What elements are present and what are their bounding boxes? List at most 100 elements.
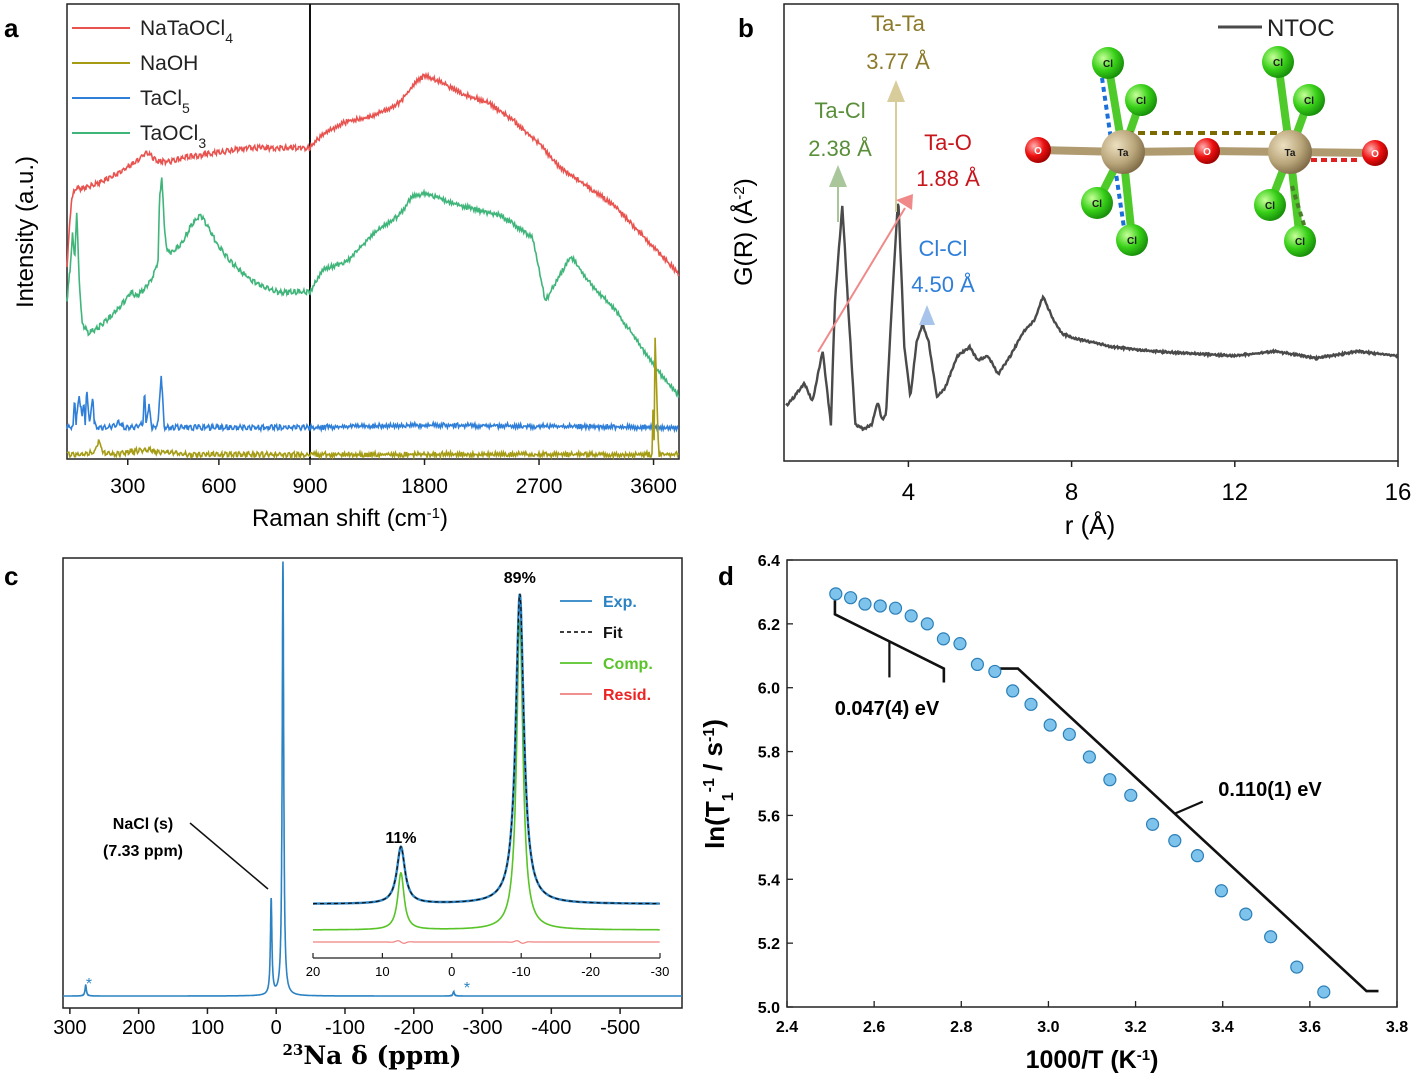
- panel-label-b: b: [738, 13, 754, 43]
- atom-cl-label: Cl: [1304, 96, 1314, 107]
- series-exp: [63, 561, 682, 997]
- xtick-label: 2.8: [950, 1019, 972, 1036]
- atom-ta-right: [1268, 130, 1312, 174]
- xtick-label: 1800: [401, 475, 448, 498]
- panel-b-series: [785, 203, 1399, 432]
- panel-c-legend: Exp. Fit Comp. Resid.: [560, 594, 653, 704]
- arrow-ta-o-shaft: [817, 207, 906, 353]
- data-point: [1317, 985, 1331, 999]
- atom-cl-label: Cl: [1103, 59, 1113, 70]
- panel-a-frame: [66, 3, 680, 460]
- xtick-label: 3.4: [1212, 1019, 1234, 1036]
- panel-d-arrhenius: 2.4 2.6 2.8 3.0 3.2 3.4 3.6 3.8 5.0 5.2 5.4 5.6 5.8 6…: [698, 553, 1408, 1074]
- data-point: [873, 599, 887, 613]
- panel-d-fit-lines: [833, 600, 1379, 993]
- atom-cl: [1262, 46, 1294, 78]
- xtick-label: 300: [53, 1017, 86, 1039]
- atom-cl: [1116, 224, 1148, 256]
- annotation-cl-cl-label: Cl-Cl: [919, 236, 968, 261]
- inset-peak-label-minor: 11%: [385, 830, 416, 847]
- data-point: [1062, 727, 1076, 741]
- fit-high-callout: [1174, 800, 1204, 815]
- data-point: [1024, 697, 1038, 711]
- atom-cl-label: Cl: [1265, 201, 1275, 212]
- legend-label: Comp.: [603, 656, 653, 673]
- xtick-label: -300: [463, 1017, 503, 1039]
- data-point: [1145, 817, 1160, 831]
- atom-o-right-label: O: [1371, 149, 1379, 160]
- inset-xtick-label: 20: [306, 964, 320, 979]
- annotation-cl-cl-value: 4.50 Å: [911, 272, 975, 297]
- fit-high-line: [999, 667, 1379, 993]
- series-TaCl5: [66, 375, 680, 434]
- data-point: [953, 637, 967, 651]
- panel-label-a: a: [4, 13, 19, 43]
- inset-xtick-label: -20: [581, 964, 600, 979]
- inset-peak-label-major: 89%: [504, 570, 536, 587]
- atom-o-right: [1362, 140, 1388, 166]
- xtick-label: -500: [600, 1017, 640, 1039]
- ytick-label: 5.0: [758, 1000, 780, 1017]
- data-point: [988, 664, 1002, 679]
- atom-cl-label: Cl: [1136, 96, 1146, 107]
- data-point: [1214, 884, 1229, 898]
- data-point: [1082, 750, 1096, 764]
- panel-b-frame: [783, 3, 1399, 462]
- data-point: [1124, 788, 1138, 802]
- panel-c-spectrum: [63, 561, 682, 997]
- series-resid: [313, 940, 660, 944]
- series-fit: [313, 593, 660, 905]
- arrow-ta-ta-head: [887, 80, 905, 102]
- xtick-label: 600: [201, 475, 236, 498]
- xtick-label: 2.6: [863, 1019, 885, 1036]
- atom-cl: [1125, 84, 1157, 116]
- panel-b-xlabel: r (Å): [1065, 510, 1116, 540]
- legend-label: NaTaOCl4: [140, 17, 233, 46]
- atom-o-bridge-label: O: [1203, 147, 1211, 158]
- data-point: [858, 597, 872, 611]
- atom-cl: [1293, 84, 1325, 116]
- panel-a-series: [66, 71, 680, 461]
- xtick-label: 900: [292, 475, 327, 498]
- ytick-label: 5.8: [758, 745, 780, 762]
- panel-a-ylabel: Intensity (a.u.): [12, 156, 39, 308]
- xtick-label: 12: [1221, 479, 1248, 506]
- sideband-star-left: *: [86, 976, 92, 993]
- panel-d-ticks: 2.4 2.6 2.8 3.0 3.2 3.4 3.6 3.8 5.0 5.2 5.4 5.6 5.8 6…: [758, 553, 1408, 1036]
- inset-xtick-label: 10: [375, 964, 389, 979]
- ytick-label: 5.2: [758, 936, 780, 953]
- molecule-atoms: O O O Cl Cl Cl Cl Cl Cl Cl Cl Ta Ta: [1025, 46, 1388, 257]
- xtick-label: -200: [394, 1017, 434, 1039]
- panel-label-d: d: [718, 561, 734, 591]
- fit-low-label: 0.047(4) eV: [835, 698, 940, 720]
- panel-d-ylabel: ln(T1-1 / s-1): [698, 719, 737, 849]
- panel-c-xlabel: 23Na δ (ppm): [282, 1041, 461, 1070]
- data-point: [904, 609, 918, 623]
- panel-c-xticks: 300 200 100 0 -100 -200 -300 -400 -500: [53, 1008, 640, 1039]
- atom-cl-label: Cl: [1295, 237, 1305, 248]
- legend-label: NaOH: [140, 52, 198, 75]
- fit-high-label: 0.110(1) eV: [1218, 779, 1322, 801]
- data-point: [1290, 960, 1304, 974]
- panel-d-frame: [786, 559, 1398, 1008]
- legend-label: Resid.: [603, 687, 651, 704]
- data-point: [1190, 849, 1205, 863]
- atom-ta-left: [1101, 130, 1145, 174]
- data-point: [936, 632, 951, 646]
- xtick-label: 3.6: [1299, 1019, 1321, 1036]
- data-point: [1168, 834, 1182, 848]
- xtick-label: 16: [1385, 479, 1412, 506]
- ytick-label: 6.4: [758, 553, 780, 570]
- xtick-label: 2.4: [776, 1019, 798, 1036]
- annotation-ta-cl-label: Ta-Cl: [814, 98, 865, 123]
- panel-c-frame: [62, 557, 683, 1009]
- panel-c-nmr: 300 200 100 0 -100 -200 -300 -400 -500 23Na δ (p…: [53, 557, 683, 1070]
- atom-ta-right-label: Ta: [1285, 148, 1296, 159]
- nacl-shift-label: (7.33 ppm): [103, 843, 183, 860]
- panel-b-annotations: Ta-Cl 2.38 Å Ta-Ta 3.77 Å Ta-O 1.88 Å Cl…: [808, 11, 980, 353]
- legend-label-ntoc: NTOC: [1267, 15, 1335, 42]
- atom-cl-label: Cl: [1273, 58, 1283, 69]
- data-point: [970, 657, 985, 672]
- atom-cl: [1092, 47, 1124, 79]
